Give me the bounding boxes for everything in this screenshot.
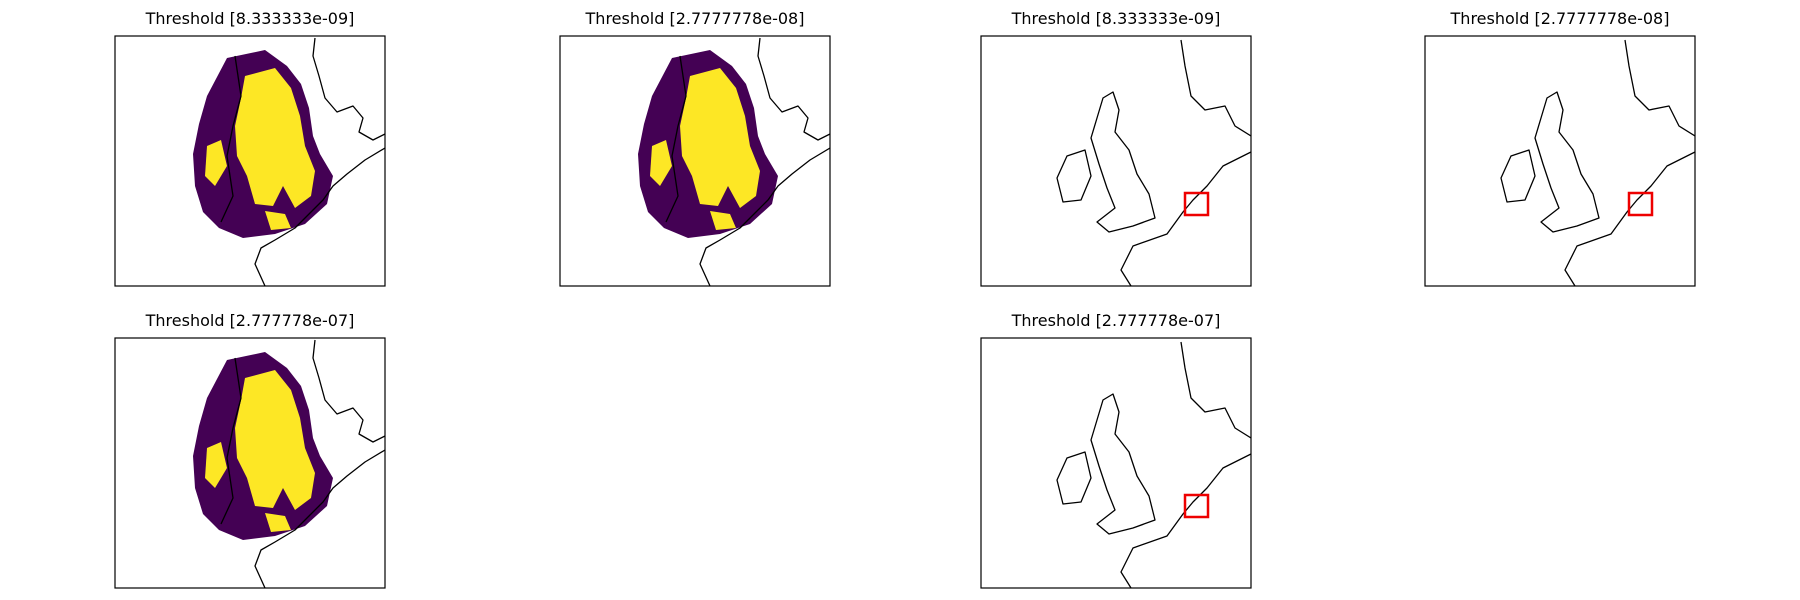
map: [1055, 340, 1251, 588]
panel-title: Threshold [8.333333e-09]: [145, 9, 355, 28]
panel-title: Threshold [2.7777778e-08]: [585, 9, 805, 28]
panel-frame: [980, 35, 1252, 287]
panel-frame: [114, 35, 386, 287]
panel-title: Threshold [2.7777778e-08]: [1450, 9, 1670, 28]
map: [192, 37, 385, 286]
panel-frame: [559, 35, 831, 287]
panel-title: Threshold [2.777778e-07]: [1011, 311, 1221, 330]
panel: Threshold [8.333333e-09]: [114, 9, 386, 287]
map: [192, 339, 385, 588]
panel-title: Threshold [2.777778e-07]: [145, 311, 355, 330]
panel: Threshold [2.7777778e-08]: [1424, 9, 1696, 287]
panel-frame: [980, 337, 1252, 589]
map: [1499, 38, 1695, 286]
panel: Threshold [2.777778e-07]: [114, 311, 386, 589]
panel-title: Threshold [8.333333e-09]: [1011, 9, 1221, 28]
panel-frame: [1424, 35, 1696, 287]
panel-frame: [114, 337, 386, 589]
panel: Threshold [8.333333e-09]: [980, 9, 1252, 287]
map: [637, 37, 830, 286]
panel: Threshold [2.777778e-07]: [980, 311, 1252, 589]
map: [1055, 38, 1251, 286]
panel: Threshold [2.7777778e-08]: [559, 9, 831, 287]
